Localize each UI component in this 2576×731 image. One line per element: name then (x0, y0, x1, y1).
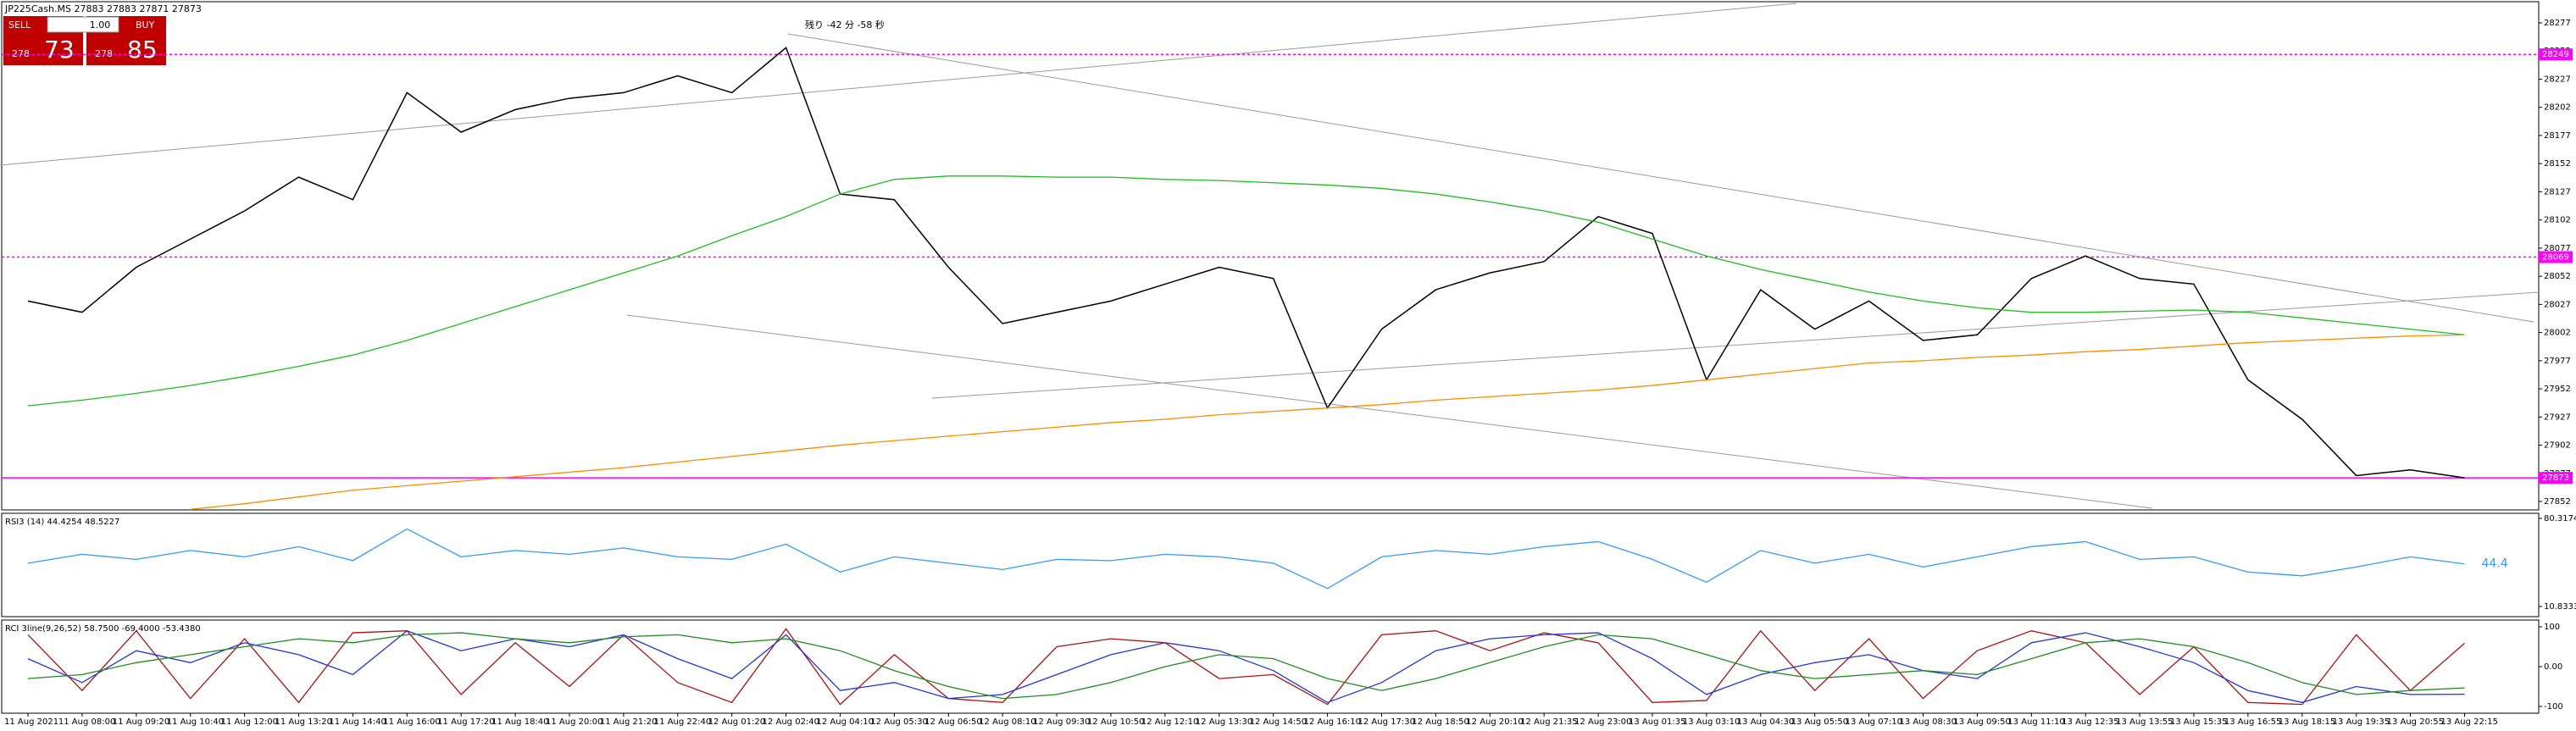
y-tick-label: 100 (2544, 623, 2560, 632)
x-tick-label: 11 Aug 09:20 (113, 717, 169, 727)
x-tick-label: 13 Aug 09:50 (1953, 717, 2010, 727)
lot-field[interactable] (47, 16, 119, 33)
y-tick-label: 0.00 (2544, 662, 2562, 672)
y-tick-label: 28027 (2544, 300, 2571, 309)
y-tick-label: 28277 (2544, 19, 2571, 28)
series-line (27, 628, 2465, 706)
x-tick-label: 11 Aug 2021 (4, 717, 58, 727)
x-tick-label: 12 Aug 04:10 (817, 717, 874, 727)
rsi-panel (1, 512, 2540, 617)
symbol-line: JP225Cash.MS 27883 27883 27871 27873 (4, 3, 202, 14)
x-tick-label: 12 Aug 18:50 (1412, 717, 1468, 727)
x-tick-label: 13 Aug 11:10 (2007, 717, 2064, 727)
buy-label: BUY (136, 19, 155, 30)
level-tag (2539, 48, 2573, 61)
x-tick-label: 13 Aug 03:10 (1683, 717, 1740, 727)
x-tick-label: 12 Aug 05:30 (870, 717, 927, 727)
x-tick-label: 12 Aug 02:40 (763, 717, 819, 727)
x-tick-label: 12 Aug 12:10 (1141, 717, 1198, 727)
x-tick-label: 11 Aug 10:40 (167, 717, 224, 727)
y-tick-label: 27977 (2544, 357, 2571, 366)
x-tick-label: 11 Aug 08:00 (58, 717, 115, 727)
x-tick-label: 11 Aug 14:40 (329, 717, 386, 727)
timer: 残り -42 分 -58 秒 (805, 19, 885, 30)
x-tick-label: 12 Aug 13:30 (1196, 717, 1252, 727)
x-tick-label: 13 Aug 13:55 (2116, 717, 2173, 727)
series-line (190, 334, 2465, 510)
y-tick-label: 28102 (2544, 216, 2571, 225)
x-tick-label: 13 Aug 08:30 (1900, 717, 1957, 727)
x-tick-label: 12 Aug 14:50 (1250, 717, 1307, 727)
trend-line (787, 33, 2534, 323)
x-tick-label: 11 Aug 13:20 (275, 717, 332, 727)
x-tick-label: 13 Aug 18:15 (2279, 717, 2335, 727)
x-tick-label: 13 Aug 16:55 (2224, 717, 2281, 727)
y-tick-label: 28077 (2544, 244, 2571, 253)
series-line (27, 528, 2465, 590)
y-tick-label: -100 (2544, 702, 2563, 712)
level-label: 27873 (2542, 473, 2569, 483)
y-tick-label: 28227 (2544, 75, 2571, 84)
trend-line (626, 314, 2153, 509)
y-tick-label: 28202 (2544, 103, 2571, 113)
buy-big: 85 (127, 36, 158, 64)
trend-line (931, 291, 2540, 399)
x-tick-label: 12 Aug 06:50 (924, 717, 981, 727)
series-line (27, 632, 2465, 700)
x-tick-label: 11 Aug 12:00 (221, 717, 278, 727)
y-tick-label: 27952 (2544, 385, 2571, 394)
x-tick-label: 11 Aug 22:40 (654, 717, 711, 727)
x-tick-label: 13 Aug 12:35 (2062, 717, 2118, 727)
y-tick-label: 80.3174 (2544, 514, 2576, 523)
level-tag (2539, 472, 2573, 485)
trend-line (0, 3, 1797, 166)
x-tick-label: 11 Aug 18:40 (491, 717, 548, 727)
y-tick-label: 28002 (2544, 329, 2571, 338)
series-line (27, 175, 2465, 407)
x-tick-label: 12 Aug 23:00 (1574, 717, 1631, 727)
x-tick-label: 12 Aug 20:10 (1466, 717, 1523, 727)
panel-title: RSI3 (14) 44.4254 48.5227 (5, 518, 119, 527)
x-tick-label: 12 Aug 08:10 (979, 717, 1035, 727)
current-label: 44.4 (2482, 557, 2508, 571)
y-tick-label: 28152 (2544, 159, 2571, 169)
y-tick-label: 27902 (2544, 441, 2571, 451)
x-tick-label: 12 Aug 17:30 (1358, 717, 1415, 727)
sell-label: SELL (8, 19, 31, 30)
x-tick-label: 13 Aug 07:10 (1846, 717, 1902, 727)
x-tick-label: 11 Aug 21:20 (600, 717, 657, 727)
x-tick-label: 12 Aug 01:20 (708, 717, 765, 727)
x-tick-label: 13 Aug 04:30 (1737, 717, 1794, 727)
y-tick-label: 28052 (2544, 272, 2571, 281)
x-tick-label: 13 Aug 19:35 (2333, 717, 2390, 727)
y-tick-label: 28127 (2544, 187, 2571, 197)
level-tag (2539, 251, 2573, 263)
level-label: 28249 (2542, 50, 2569, 59)
x-tick-label: 13 Aug 22:15 (2441, 717, 2498, 727)
sell-big: 73 (44, 36, 75, 64)
lot-value: 1.00 (90, 19, 111, 30)
y-tick-label: 27927 (2544, 413, 2571, 422)
y-tick-label: 10.8333 (2544, 602, 2576, 612)
x-tick-label: 13 Aug 20:55 (2387, 717, 2444, 727)
x-tick-label: 13 Aug 05:50 (1791, 717, 1848, 727)
sell-small: 278 (12, 48, 30, 59)
level-label: 28069 (2542, 253, 2569, 263)
series-line (27, 629, 2465, 704)
panel-title: RCI 3line(9,26,52) 58.7500 -69.4000 -53.… (5, 624, 201, 634)
x-tick-label: 12 Aug 16:10 (1304, 717, 1361, 727)
y-tick-label: 27852 (2544, 497, 2571, 507)
x-tick-label: 13 Aug 15:35 (2170, 717, 2227, 727)
x-tick-label: 11 Aug 20:00 (546, 717, 602, 727)
x-tick-label: 11 Aug 17:20 (437, 717, 494, 727)
x-tick-label: 12 Aug 21:35 (1520, 717, 1577, 727)
series-line (27, 46, 2465, 479)
x-tick-label: 13 Aug 01:35 (1629, 717, 1685, 727)
x-tick-label: 12 Aug 09:30 (1033, 717, 1090, 727)
x-tick-label: 11 Aug 16:00 (383, 717, 440, 727)
y-tick-label: 28177 (2544, 131, 2571, 141)
x-tick-label: 12 Aug 10:50 (1087, 717, 1144, 727)
